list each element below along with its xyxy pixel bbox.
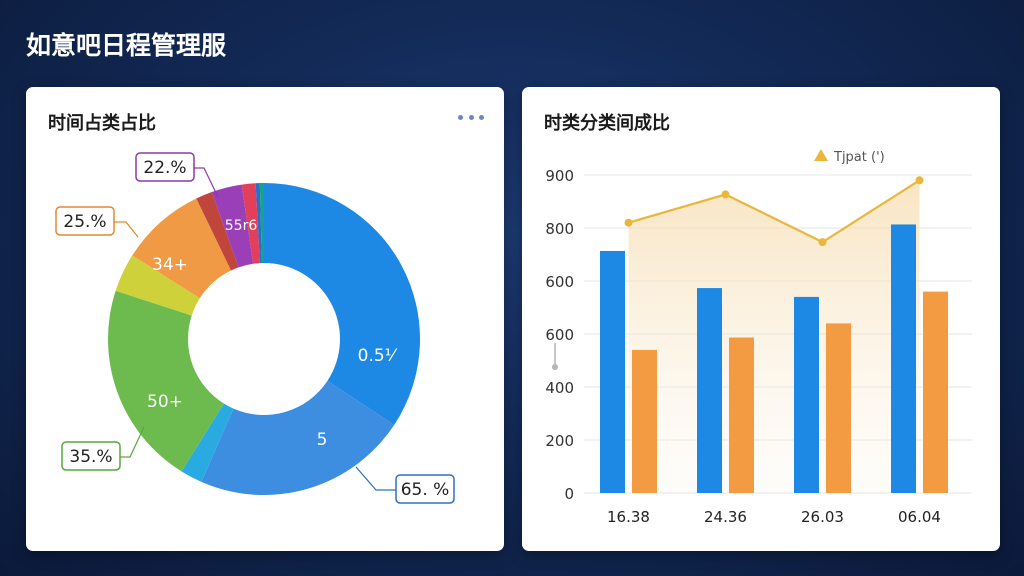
bar-orange (729, 337, 754, 493)
bar-blue (891, 224, 916, 493)
x-tick-label: 26.03 (801, 508, 844, 526)
callout-leader-line (120, 426, 145, 458)
x-tick-label: 06.04 (898, 508, 941, 526)
y-tick-label: 800 (545, 220, 574, 238)
bar-blue (794, 296, 819, 493)
callout-leader-line (355, 466, 396, 491)
x-tick-label: 24.36 (704, 508, 747, 526)
pie-slice (241, 183, 260, 264)
callout-label: 35.% (69, 447, 112, 467)
line-point (915, 176, 924, 185)
slice-data-label: 0.5⅟ (358, 346, 398, 366)
y-tick-label: 400 (545, 379, 574, 397)
y-tick-label: 600 (545, 326, 574, 344)
bar-line-chart: 900 800 600 600 400 200 0 16.38 24.36 26.03 06.04 T… (545, 149, 972, 526)
bar-blue (697, 288, 722, 493)
line-series (628, 179, 921, 244)
pie-slice (264, 183, 420, 425)
bar-orange (632, 349, 657, 493)
pie-slice (211, 184, 254, 268)
line-area-fill (628, 180, 920, 494)
pie-slice (255, 183, 262, 264)
callout-leader-line (194, 167, 219, 198)
y-tick-label: 0 (564, 485, 574, 503)
app-title: 如意吧日程管理服 (26, 31, 227, 60)
line-point (818, 238, 827, 247)
callout-box (61, 441, 121, 471)
pie-slice (259, 183, 264, 264)
callout-label: 65. % (401, 480, 450, 500)
bar-orange (826, 323, 851, 493)
callout-label: 22.% (143, 158, 186, 178)
bar-chart-card: 时类分类间成比 900 800 600 600 400 200 0 16.38 24.36 26.… (522, 87, 1000, 551)
pie-slice (115, 255, 200, 316)
callout-box (135, 152, 195, 182)
slice-data-label: 5 (317, 430, 328, 450)
axis-slider-handle (552, 364, 558, 370)
y-tick-label: 600 (545, 273, 574, 291)
y-tick-label: 200 (545, 432, 574, 450)
pie-card-title: 时间占类占比 (48, 113, 156, 134)
bar-orange (923, 291, 948, 493)
slice-data-label: 50+ (147, 392, 183, 412)
callout-leader-line (114, 221, 139, 238)
line-point (624, 218, 633, 227)
legend-label: Tjpat (') (833, 150, 885, 165)
more-options-icon[interactable] (458, 109, 484, 125)
pie-slice (108, 290, 224, 472)
callout-box (55, 206, 115, 236)
callout-label: 25.% (63, 212, 106, 232)
y-tick-label: 900 (545, 167, 574, 185)
donut-chart: 0.5⅟ 5 50+ 34+ 55r6 22.% 25.% 35.% 65. % (55, 152, 455, 504)
pie-slice (132, 198, 232, 299)
bar-blue (600, 250, 625, 493)
pie-chart-card: 时间占类占比 0.5⅟ 5 50+ 34+ 55r6 22.% 25.% 35.% 65. % (26, 87, 504, 551)
legend-triangle-icon (814, 149, 828, 161)
pie-slice (196, 191, 239, 271)
slice-data-label: 34+ (152, 255, 188, 275)
bar-card-title: 时类分类间成比 (544, 113, 670, 134)
more-dot (468, 114, 474, 120)
x-tick-label: 16.38 (607, 508, 650, 526)
pie-slice (201, 380, 395, 496)
slice-data-label: 55r6 (225, 218, 258, 234)
pie-slice (181, 403, 234, 482)
more-dot (458, 114, 463, 120)
line-point (721, 190, 730, 199)
more-dot (479, 114, 484, 120)
callout-box (395, 474, 455, 504)
